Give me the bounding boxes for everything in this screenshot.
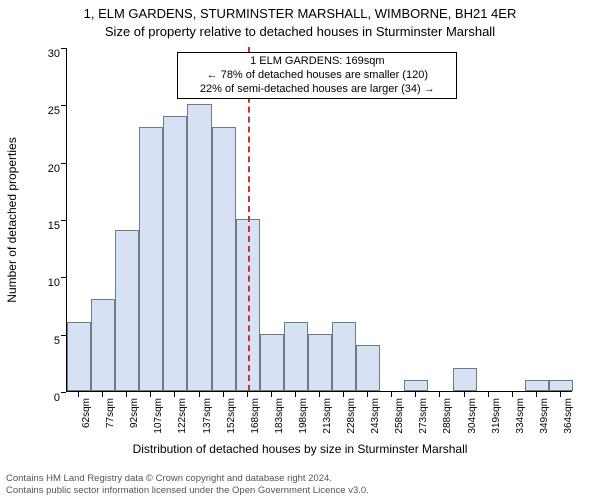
- x-tick-mark: [536, 392, 537, 397]
- x-tick-mark: [367, 392, 368, 397]
- x-tick-mark: [271, 392, 272, 397]
- x-tick-mark: [391, 392, 392, 397]
- footer-line-1: Contains HM Land Registry data © Crown c…: [6, 473, 369, 484]
- x-tick-label: 152sqm: [226, 398, 237, 434]
- x-tick-label: 258sqm: [394, 398, 405, 434]
- histogram-bar: [525, 380, 549, 391]
- x-tick-mark: [102, 392, 103, 397]
- x-tick-mark: [126, 392, 127, 397]
- histogram-bar: [404, 380, 428, 391]
- histogram-bar: [187, 104, 211, 391]
- y-tick-label: 20: [48, 163, 60, 175]
- x-tick-label: 77sqm: [105, 398, 116, 428]
- x-tick-mark: [343, 392, 344, 397]
- x-tick-mark: [560, 392, 561, 397]
- x-tick-mark: [247, 392, 248, 397]
- x-tick-label: 364sqm: [563, 398, 574, 434]
- footer-line-2: Contains public sector information licen…: [6, 485, 369, 496]
- x-tick-label: 213sqm: [322, 398, 333, 434]
- histogram-bar: [453, 368, 477, 391]
- x-tick-mark: [295, 392, 296, 397]
- y-tick-label: 30: [48, 48, 60, 60]
- histogram-bar: [260, 334, 284, 391]
- x-tick-mark: [415, 392, 416, 397]
- x-tick-label: 92sqm: [129, 398, 140, 428]
- histogram-bar: [139, 127, 163, 391]
- x-tick-label: 122sqm: [177, 398, 188, 434]
- x-tick-label: 334sqm: [515, 398, 526, 434]
- histogram-bar: [308, 334, 332, 391]
- histogram-bar: [284, 322, 308, 391]
- x-tick-label: 228sqm: [346, 398, 357, 434]
- histogram-bar: [163, 116, 187, 391]
- histogram-bar: [549, 380, 573, 391]
- chart-container: 1, ELM GARDENS, STURMINSTER MARSHALL, WI…: [0, 0, 600, 500]
- x-tick-label: 349sqm: [539, 398, 550, 434]
- histogram-bar: [356, 345, 380, 391]
- annotation-line-2: ← 78% of detached houses are smaller (12…: [184, 69, 450, 83]
- bars-group: [67, 48, 572, 391]
- x-tick-mark: [199, 392, 200, 397]
- x-tick-label: 62sqm: [81, 398, 92, 428]
- x-tick-label: 168sqm: [250, 398, 261, 434]
- annotation-box: 1 ELM GARDENS: 169sqm ← 78% of detached …: [177, 52, 457, 99]
- x-tick-label: 198sqm: [298, 398, 309, 434]
- y-axis-ticks: 051015202530: [0, 48, 66, 392]
- x-tick-label: 288sqm: [442, 398, 453, 434]
- plot-area: [66, 48, 572, 392]
- histogram-bar: [115, 230, 139, 391]
- histogram-bar: [212, 127, 236, 391]
- x-tick-label: 273sqm: [418, 398, 429, 434]
- x-tick-mark: [223, 392, 224, 397]
- y-tick-label: 10: [48, 277, 60, 289]
- chart-subtitle: Size of property relative to detached ho…: [0, 24, 600, 39]
- x-tick-mark: [78, 392, 79, 397]
- annotation-line-3: 22% of semi-detached houses are larger (…: [184, 83, 450, 97]
- x-tick-label: 107sqm: [153, 398, 164, 434]
- y-tick-label: 0: [54, 392, 60, 404]
- histogram-bar: [67, 322, 91, 391]
- x-tick-mark: [174, 392, 175, 397]
- x-tick-mark: [512, 392, 513, 397]
- x-tick-label: 137sqm: [202, 398, 213, 434]
- x-tick-mark: [439, 392, 440, 397]
- histogram-bar: [332, 322, 356, 391]
- x-tick-mark: [319, 392, 320, 397]
- annotation-line-1: 1 ELM GARDENS: 169sqm: [184, 55, 450, 69]
- y-tick-label: 5: [54, 335, 60, 347]
- x-tick-label: 183sqm: [274, 398, 285, 434]
- chart-title: 1, ELM GARDENS, STURMINSTER MARSHALL, WI…: [0, 6, 600, 21]
- y-tick-label: 15: [48, 220, 60, 232]
- y-tick-label: 25: [48, 105, 60, 117]
- x-tick-label: 304sqm: [467, 398, 478, 434]
- footer-attribution: Contains HM Land Registry data © Crown c…: [6, 473, 369, 496]
- x-tick-mark: [488, 392, 489, 397]
- histogram-bar: [91, 299, 115, 391]
- x-tick-label: 243sqm: [370, 398, 381, 434]
- x-tick-label: 319sqm: [491, 398, 502, 434]
- x-tick-mark: [464, 392, 465, 397]
- x-axis-label: Distribution of detached houses by size …: [0, 442, 600, 456]
- x-tick-mark: [150, 392, 151, 397]
